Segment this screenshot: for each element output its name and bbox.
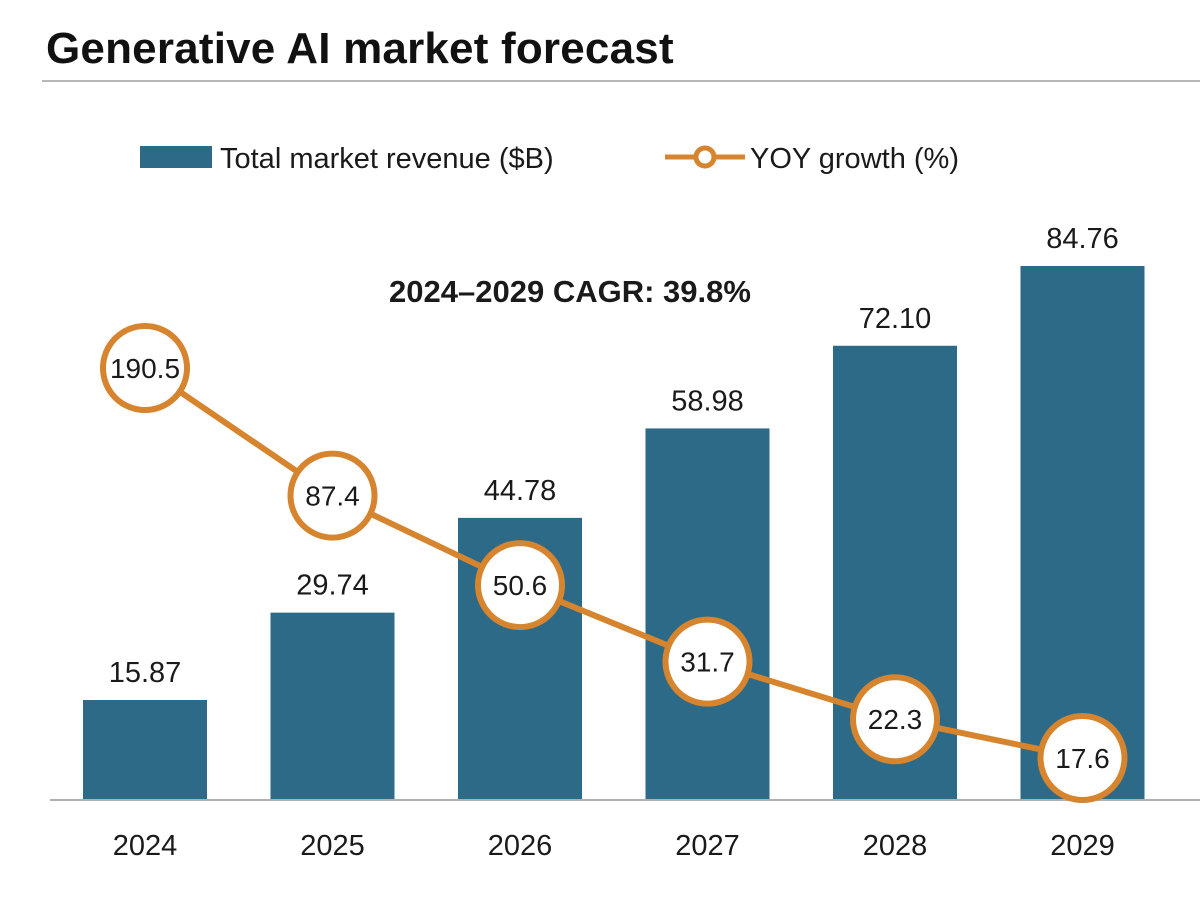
line-series: 190.5 87.4 50.6 31.7 22.3 17.6: [100, 323, 1128, 803]
bar-value-label: 29.74: [296, 570, 369, 602]
cagr-annotation: 2024–2029 CAGR: 39.8%: [389, 274, 751, 309]
title-divider: [42, 80, 1200, 82]
yoy-point-2029: [1037, 713, 1128, 803]
bar-2025: [270, 612, 395, 800]
yoy-point-2028: [850, 674, 940, 765]
bar-value-label: 72.10: [859, 303, 932, 335]
yoy-point-2026: [475, 540, 565, 631]
legend-line-label: YOY growth (%): [750, 143, 959, 175]
yoy-value-label: 87.4: [305, 481, 360, 512]
yoy-point-2024: [100, 323, 190, 413]
x-tick-label: 2024: [113, 830, 178, 862]
x-tick-label: 2025: [300, 830, 365, 862]
x-tick-label: 2026: [488, 830, 553, 862]
x-tick-label: 2029: [1050, 830, 1115, 862]
bar-series: [50, 266, 1200, 801]
yoy-value-label: 17.6: [1055, 743, 1110, 774]
bar-value-label: 58.98: [671, 385, 744, 417]
legend: Total market revenue ($B) YOY growth (%): [140, 143, 959, 175]
bar-value-label: 15.87: [109, 657, 182, 689]
yoy-point-2025: [287, 450, 378, 541]
bar-2029: [1020, 266, 1145, 801]
bar-2027: [645, 428, 770, 800]
bar-value-label: 44.78: [484, 475, 557, 507]
yoy-value-label: 50.6: [493, 570, 548, 601]
bar-2024: [83, 700, 207, 800]
legend-bar-swatch: [140, 146, 212, 168]
labels: 15.87 29.74 44.78 58.98 72.10 84.76 2024 2025 20…: [109, 223, 1119, 862]
yoy-value-label: 31.7: [680, 647, 735, 678]
chart-title: Generative AI market forecast: [46, 24, 674, 73]
x-tick-label: 2028: [863, 830, 928, 862]
x-tick-label: 2027: [675, 830, 740, 862]
bar-value-label: 84.76: [1046, 223, 1119, 255]
legend-line-marker: [693, 145, 717, 169]
legend-bar-label: Total market revenue ($B): [220, 143, 554, 175]
yoy-value-label: 22.3: [868, 704, 923, 735]
yoy-point-2027: [662, 616, 753, 707]
yoy-value-label: 190.5: [110, 353, 180, 384]
